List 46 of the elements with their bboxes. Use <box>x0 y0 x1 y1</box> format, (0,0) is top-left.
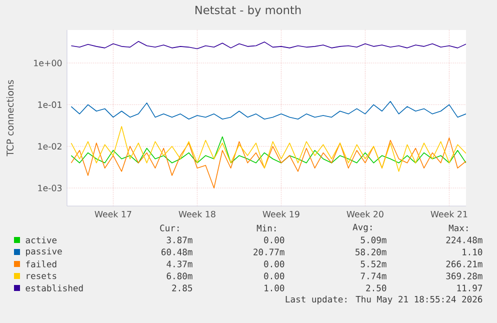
y-tick-label: 1e-02 <box>38 143 62 150</box>
text: 0.00 <box>264 236 284 244</box>
text: 224.48m <box>446 236 482 244</box>
text: Cur: <box>160 224 179 232</box>
text: 11.97 <box>457 284 482 292</box>
text: 266.21m <box>446 260 482 268</box>
x-tick-label: Week 21 <box>430 210 468 218</box>
line-series <box>70 100 466 120</box>
y-axis-title: TCP connections <box>6 80 14 156</box>
text: 58.20m <box>356 248 386 256</box>
text: 1.10 <box>462 248 482 256</box>
y-tick-label: 1e-01 <box>38 101 62 108</box>
legend-label: resets <box>26 272 56 280</box>
x-tick-label: Week 20 <box>346 210 384 218</box>
y-tick-label: 1e+00 <box>34 60 62 66</box>
legend-label: passive <box>26 248 62 256</box>
text: Last update: Thu May 21 18:55:24 2026 <box>286 296 482 304</box>
line-series <box>70 136 466 164</box>
text: 4.37m <box>166 260 192 268</box>
line-series <box>70 137 466 188</box>
text: Min: <box>256 224 276 232</box>
text: 3.87m <box>166 236 192 244</box>
x-tick-label: Week 17 <box>94 210 132 218</box>
text: 0.00 <box>264 260 284 268</box>
text: 5.09m <box>360 236 386 244</box>
legend-label: active <box>26 236 57 244</box>
text: 7.74m <box>360 272 386 280</box>
text: 2.50 <box>366 284 386 292</box>
text: 60.48m <box>162 248 192 256</box>
text: 5.52m <box>360 260 386 268</box>
text: Avg: <box>352 224 372 232</box>
legend-label: failed <box>26 260 56 268</box>
text: 369.28m <box>446 272 482 280</box>
y-tick-label: 1e-03 <box>38 184 62 192</box>
x-tick-label: Week 18 <box>178 210 216 218</box>
text: 2.85 <box>172 284 192 292</box>
text: 1.00 <box>264 284 284 292</box>
text: 20.77m <box>254 248 284 256</box>
line-series <box>70 126 466 172</box>
x-tick-label: Week 19 <box>262 210 300 218</box>
chart-title: Netstat - by month <box>196 6 301 16</box>
line-series <box>70 41 466 50</box>
legend-label: established <box>26 284 83 292</box>
text: 0.00 <box>264 272 284 280</box>
text: Max: <box>448 224 468 232</box>
text: 6.80m <box>166 272 192 280</box>
